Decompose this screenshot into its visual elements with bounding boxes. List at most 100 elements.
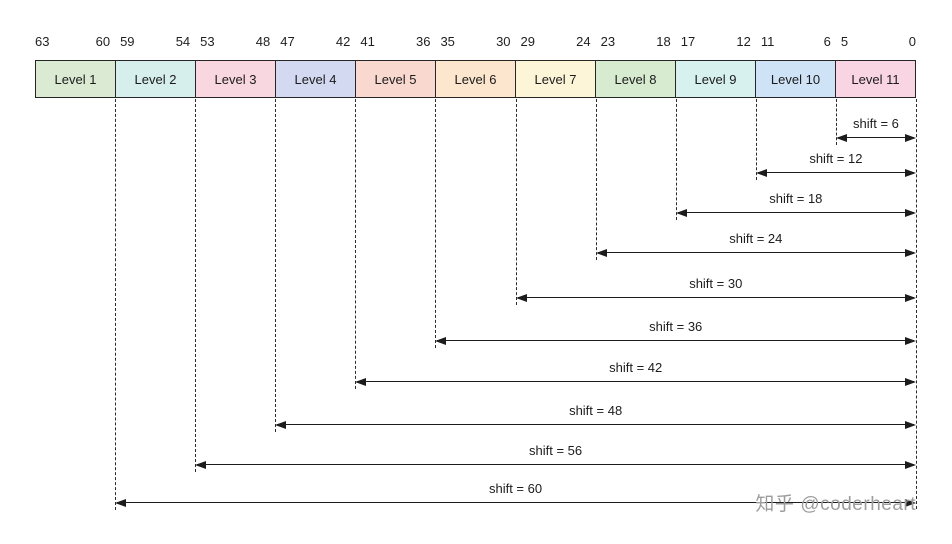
arrowhead-left-icon [515,293,527,302]
level-label: Level 8 [614,71,657,87]
guide-boundary-10 [835,99,837,145]
level-bar: Level 1 Level 2 Level 3 Level 4 Level 5 Level… [35,60,916,98]
watermark: 知乎 @coderheart [755,489,916,516]
arrow-line [837,137,914,138]
level-cell-1: Level 1 [36,61,116,97]
bit-label-24: 24 [576,34,591,49]
bit-label-53: 53 [200,34,215,49]
bit-label-5: 5 [840,34,849,49]
arrowhead-right-icon [904,133,916,142]
arrowhead-right-icon [904,498,916,507]
shift-label: shift = 60 [483,481,548,496]
arrowhead-left-icon [435,336,447,345]
arrowhead-left-icon [115,498,127,507]
shift-label: shift = 56 [524,443,588,458]
guide-boundary-8 [675,99,677,220]
arrowhead-left-icon [755,168,767,177]
arrowhead-left-icon [195,460,207,469]
bit-label-29: 29 [520,34,535,49]
level-cell-6: Level 6 [436,61,516,97]
arrowhead-right-icon [904,248,916,257]
level-cell-11: Level 11 [836,61,915,97]
bit-label-42: 42 [335,34,351,49]
arrowhead-right-icon [904,377,916,386]
bit-label-35: 35 [440,34,455,49]
level-label: Level 11 [851,71,900,87]
watermark-handle: @coderheart [800,494,916,515]
shift-label: shift = 24 [724,231,788,246]
level-label: Level 3 [214,71,257,87]
shift-label: shift = 30 [684,276,748,291]
bit-label-36: 36 [415,34,431,49]
bit-label-60: 60 [95,34,111,49]
guide-boundary-6 [515,99,517,305]
shift-label: shift = 6 [847,116,904,131]
level-label: Level 5 [374,71,417,87]
level-label: Level 7 [534,71,577,87]
arrow-line [597,252,914,253]
arrow-line [757,172,914,173]
arrow-line [677,212,914,213]
bit-label-17: 17 [680,34,696,49]
shift-label: shift = 18 [764,191,828,206]
level-cell-7: Level 7 [516,61,596,97]
level-cell-3: Level 3 [196,61,276,97]
arrowhead-left-icon [675,208,687,217]
guide-boundary-7 [595,99,597,260]
level-cell-2: Level 2 [116,61,196,97]
arrow-line [517,297,914,298]
guide-boundary-9 [755,99,757,180]
shift-label: shift = 42 [604,360,668,375]
guide-boundary-1 [115,99,117,510]
arrowhead-right-icon [904,336,916,345]
guide-boundary-4 [355,99,357,389]
guide-boundary-2 [195,99,197,472]
bit-label-59: 59 [120,34,135,49]
arrowhead-left-icon [355,377,367,386]
bit-label-54: 54 [175,34,191,49]
bit-label-12: 12 [736,34,751,49]
bit-label-63: 63 [35,34,50,49]
arrow-line [357,381,914,382]
level-label: Level 2 [134,71,177,87]
shift-label: shift = 48 [564,403,628,418]
bit-label-47: 47 [280,34,295,49]
level-cell-9: Level 9 [676,61,756,97]
bit-label-18: 18 [656,34,671,49]
level-cell-10: Level 10 [756,61,836,97]
arrow-line [437,340,914,341]
level-cell-8: Level 8 [596,61,676,97]
bit-label-11: 11 [760,34,775,49]
bit-label-23: 23 [600,34,616,49]
bit-label-41: 41 [360,34,375,49]
level-cell-4: Level 4 [276,61,356,97]
arrow-line [277,424,914,425]
arrow-line [197,464,914,465]
zhihu-brand-text: 知乎 [755,494,795,515]
arrowhead-right-icon [904,208,916,217]
level-label: Level 6 [454,71,497,87]
arrowhead-left-icon [275,420,287,429]
level-label: Level 10 [770,71,821,87]
arrowhead-right-icon [904,460,916,469]
guide-bit-0 [916,99,917,509]
arrowhead-right-icon [904,168,916,177]
arrowhead-left-icon [595,248,607,257]
bit-label-48: 48 [255,34,271,49]
level-label: Level 1 [54,71,97,87]
level-cell-5: Level 5 [356,61,436,97]
bit-label-30: 30 [496,34,511,49]
guide-boundary-3 [275,99,277,432]
level-label: Level 4 [294,71,337,87]
guide-boundary-5 [435,99,437,348]
bit-label-6: 6 [823,34,831,49]
shift-label: shift = 36 [644,319,708,334]
arrowhead-left-icon [835,133,847,142]
arrowhead-right-icon [904,293,916,302]
arrowhead-right-icon [904,420,916,429]
shift-label: shift = 12 [804,151,868,166]
arrow-line [117,502,914,503]
bit-label-0: 0 [908,34,916,49]
level-label: Level 9 [694,71,737,87]
